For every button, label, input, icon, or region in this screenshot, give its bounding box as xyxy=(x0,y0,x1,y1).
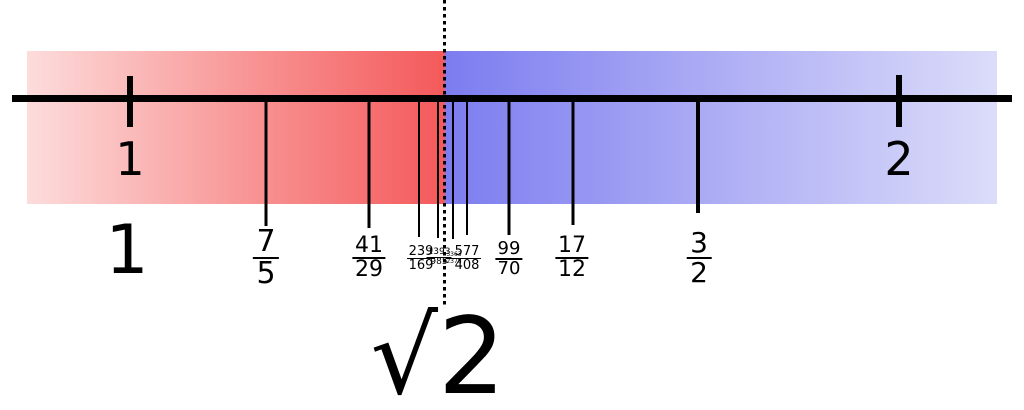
approximation-label-577-408: 577 408 xyxy=(453,244,481,273)
fraction-denominator: 70 xyxy=(497,257,521,279)
fraction-denominator: 169 xyxy=(408,257,434,273)
fraction-numerator: 3 xyxy=(690,226,708,259)
fraction-bar xyxy=(252,256,280,259)
fraction-bar xyxy=(686,256,712,259)
fraction-denominator: 2378 xyxy=(446,257,462,265)
fraction-numerator: 239 xyxy=(408,244,434,259)
tick-2 xyxy=(896,75,902,127)
fraction-bar xyxy=(495,257,523,260)
fraction-denominator: 5 xyxy=(256,255,276,291)
axis-label-1: 1 xyxy=(115,132,145,186)
tick-3363-2378 xyxy=(452,101,454,239)
tick-99-70 xyxy=(507,101,511,235)
sqrt2-dotted-line xyxy=(443,0,446,306)
tick-239-169 xyxy=(418,101,420,237)
approximation-label-41-29: 41 29 xyxy=(352,233,386,282)
approximation-label-99-70: 99 70 xyxy=(495,238,523,279)
tick-41-29 xyxy=(367,101,371,228)
fraction-bar xyxy=(352,257,386,260)
tick-577-408 xyxy=(466,101,468,235)
approximation-label-17-12: 17 12 xyxy=(555,233,589,282)
tick-7-5 xyxy=(264,101,268,226)
sqrt2-label: √2 xyxy=(370,295,506,410)
approximation-label-3-2: 3 2 xyxy=(686,226,712,289)
approximation-label-239-169: 239 169 xyxy=(407,244,435,273)
fraction-denominator: 12 xyxy=(558,256,586,282)
under-approximation-band xyxy=(27,51,445,204)
fraction-denominator: 29 xyxy=(355,256,383,282)
over-approximation-band xyxy=(445,51,997,204)
fraction-numerator: 1393 xyxy=(427,247,451,257)
fraction-denominator: 985 xyxy=(430,256,448,267)
fraction-denominator: 2 xyxy=(690,255,708,289)
fraction-numerator: 41 xyxy=(355,233,383,258)
tick-3-2 xyxy=(696,101,700,213)
fraction-bar xyxy=(555,257,589,260)
fraction-numerator: 99 xyxy=(497,238,521,259)
fraction-numerator: 17 xyxy=(558,233,586,258)
tick-17-12 xyxy=(571,101,575,225)
axis-label-2: 2 xyxy=(884,132,914,186)
fraction-numerator: 3363 xyxy=(446,251,462,258)
tick-1 xyxy=(127,76,133,127)
number-line-axis xyxy=(12,95,1012,102)
tick-1393-985 xyxy=(437,101,439,238)
approximation-label-1: 1 xyxy=(105,211,149,290)
fraction-denominator: 408 xyxy=(454,257,480,273)
fraction-numerator: 7 xyxy=(256,224,276,259)
fraction-numerator: 577 xyxy=(454,244,480,259)
approximation-label-7-5: 7 5 xyxy=(252,224,280,291)
fraction-bar xyxy=(453,257,481,259)
approximation-label-1393-985: 1393 985 xyxy=(426,247,452,267)
fraction-bar xyxy=(426,257,452,259)
fraction-bar xyxy=(407,257,435,259)
